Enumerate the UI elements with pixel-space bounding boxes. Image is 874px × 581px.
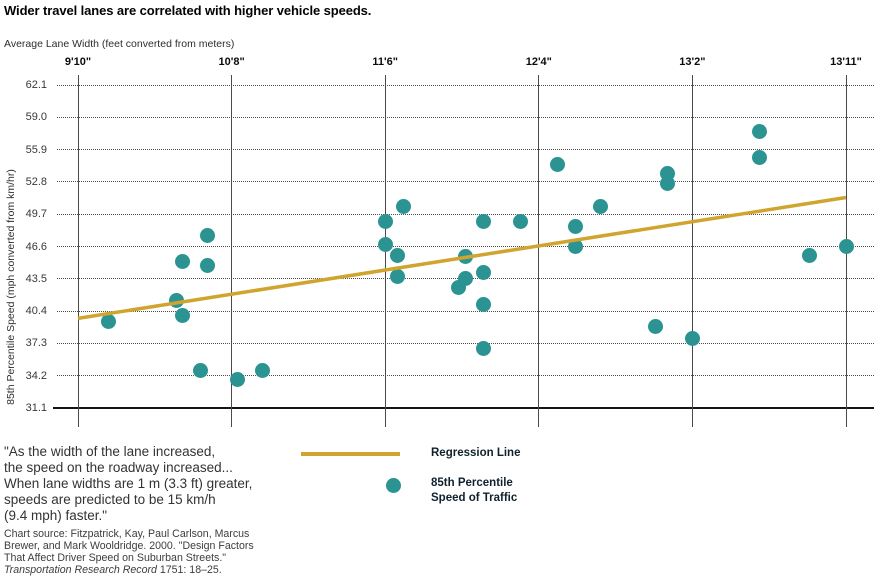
data-point [568,219,584,235]
chart-title: Wider travel lanes are correlated with h… [4,3,372,18]
y-tick-label: 52.8 [25,175,47,188]
data-point [660,176,676,192]
y-gridline [57,181,874,183]
x-gridline [538,75,540,427]
data-point [389,269,405,285]
source-pages: 1751: 18–25. [156,564,222,576]
data-point [396,199,412,215]
data-point [199,227,215,243]
y-tick-label: 34.2 [25,369,47,382]
data-point [476,265,491,281]
y-gridline [57,342,874,344]
data-point [684,330,700,346]
pull-quote: "As the width of the lane increased, the… [4,444,253,523]
source-journal-italic: Transportation Research Record [4,564,157,576]
y-gridline [57,84,874,86]
x-tick-label: 13'2" [679,56,706,68]
x-tick-label: 11'6" [372,56,398,68]
data-point [193,362,209,378]
x-gridline [691,75,693,427]
data-point [568,239,584,254]
legend-regression-label: Regression Line [431,447,521,459]
data-point [752,150,768,166]
x-axis-baseline [53,407,874,409]
regression-line-swatch [301,452,400,456]
data-point [174,253,190,269]
y-gridline [57,149,874,151]
y-gridline [57,375,874,377]
data-point [592,199,608,215]
data-point [838,239,854,254]
data-point [377,213,393,229]
scatter-point-swatch [386,478,401,493]
data-point [457,249,473,265]
source-text: Chart source: Fitzpatrick, Kay, Paul Car… [4,528,254,564]
y-tick-label: 46.6 [25,240,47,253]
data-point [476,213,491,229]
data-point [174,307,190,323]
legend-point-label: 85th Percentile Speed of Traffic [431,477,518,504]
data-point [457,271,473,287]
data-point [549,156,565,172]
y-tick-label: 55.9 [25,143,47,156]
data-point [801,248,817,264]
x-axis-title: Average Lane Width (feet converted from … [4,38,235,50]
y-tick-label: 31.1 [25,402,47,414]
y-tick-label: 62.1 [25,79,47,91]
data-point [752,124,768,140]
y-tick-label: 49.7 [25,208,47,221]
y-tick-label: 43.5 [25,272,47,285]
chart-source: Chart source: Fitzpatrick, Kay, Paul Car… [4,528,324,576]
x-tick-label: 9'10" [64,56,92,68]
y-tick-label: 59.0 [25,111,47,124]
data-point [254,362,270,378]
data-point [476,341,491,357]
y-tick-label: 37.3 [25,337,47,350]
y-gridline [57,116,874,118]
x-tick-label: 12'4" [525,56,552,68]
y-gridline [57,213,874,215]
data-point [377,236,393,252]
data-point [512,213,528,229]
data-point [230,372,246,388]
y-tick-label: 40.4 [25,305,47,318]
data-point [648,319,664,335]
data-point [101,314,117,330]
data-point [199,257,215,273]
y-gridline [57,246,874,247]
data-point [389,248,405,264]
data-point [168,293,184,309]
x-tick-label: 10'8" [218,56,245,68]
x-gridline [77,75,79,427]
x-tick-label: 13'11" [830,56,862,68]
